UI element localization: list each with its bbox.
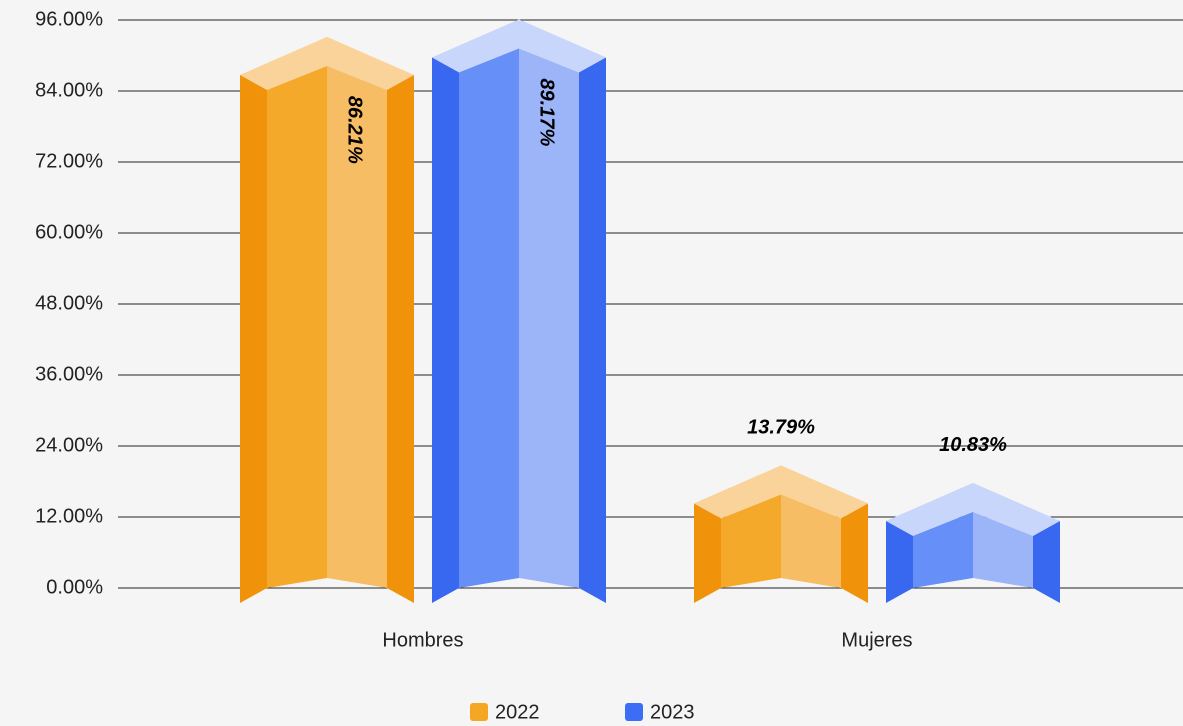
- bar-face: [519, 48, 579, 589]
- bar-top: [432, 19, 606, 73]
- x-tick-label: Hombres: [382, 629, 463, 651]
- bar-face: [579, 57, 606, 604]
- legend-swatch: [470, 703, 488, 721]
- bar-face: [694, 503, 721, 603]
- bar-face: [267, 65, 327, 588]
- bar-face: [1033, 520, 1060, 603]
- bar-face: [432, 57, 459, 604]
- legend-label: 2022: [495, 701, 540, 723]
- y-tick-label: 12.00%: [35, 505, 103, 527]
- bar-face: [913, 511, 973, 588]
- bar-face: [781, 494, 841, 588]
- y-tick-label: 96.00%: [35, 8, 103, 30]
- legend-swatch: [625, 703, 643, 721]
- bar-face: [459, 48, 519, 589]
- bar-face: [886, 520, 913, 603]
- bar-face: [240, 74, 267, 603]
- bar-top: [886, 482, 1060, 536]
- y-tick-label: 36.00%: [35, 363, 103, 385]
- bar-face: [387, 74, 414, 603]
- y-tick-label: 60.00%: [35, 221, 103, 243]
- value-label: 13.79%: [747, 417, 815, 439]
- bar: [240, 36, 414, 603]
- y-tick-label: 48.00%: [35, 292, 103, 314]
- bar: [886, 482, 1060, 603]
- value-label: 89.17%: [536, 78, 558, 146]
- bar-face: [841, 503, 868, 603]
- bar: [694, 465, 868, 603]
- x-tick-label: Mujeres: [841, 629, 912, 651]
- y-tick-label: 24.00%: [35, 434, 103, 456]
- bar-face: [721, 494, 781, 588]
- bar-face: [327, 65, 387, 588]
- legend-label: 2023: [650, 701, 695, 723]
- value-label: 86.21%: [344, 96, 366, 164]
- bar-top: [694, 465, 868, 519]
- y-tick-label: 0.00%: [46, 576, 103, 598]
- y-tick-label: 72.00%: [35, 150, 103, 172]
- bar-face: [973, 511, 1033, 588]
- bar: [432, 19, 606, 604]
- bar-top: [240, 36, 414, 90]
- value-label: 10.83%: [939, 434, 1007, 456]
- y-tick-label: 84.00%: [35, 79, 103, 101]
